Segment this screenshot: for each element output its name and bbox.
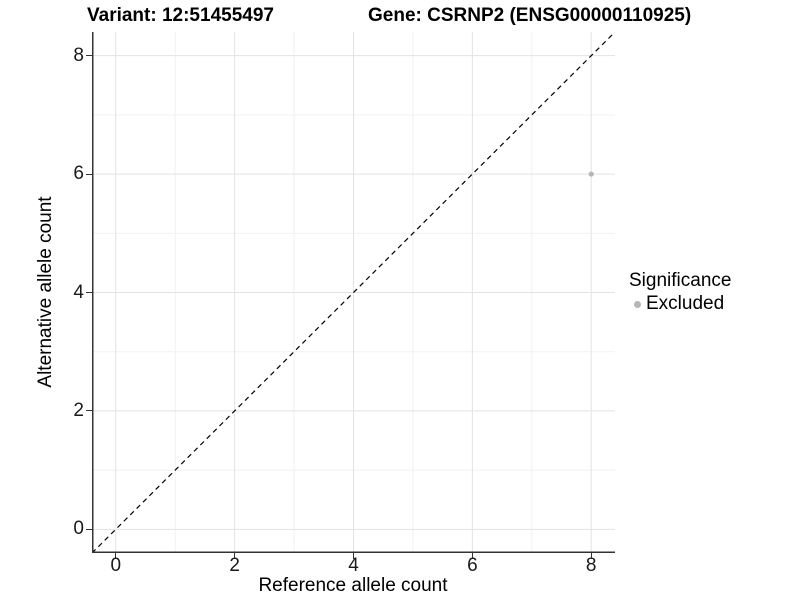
x-tick-mark (353, 553, 354, 559)
y-tick-label: 8 (73, 44, 84, 66)
legend-item-label: Excluded (646, 293, 725, 314)
legend: Significance Excluded (629, 269, 731, 315)
legend-item-excluded: Excluded (629, 293, 731, 315)
y-axis-title: Alternative allele count (35, 196, 56, 388)
x-tick-mark (234, 553, 236, 559)
y-tick-mark (86, 528, 92, 530)
plot-title-gene: Gene: CSRNP2 (ENSG00000110925) (368, 5, 692, 26)
x-tick-mark (471, 553, 473, 559)
plot-canvas (92, 32, 615, 553)
y-tick-label: 6 (73, 163, 84, 185)
x-axis-title: Reference allele count (258, 575, 448, 596)
y-tick-label: 0 (73, 518, 84, 540)
plot-title-variant: Variant: 12:51455497 (87, 5, 274, 26)
y-tick-mark (86, 173, 92, 175)
legend-point-icon (634, 300, 641, 308)
x-tick-label: 4 (348, 555, 359, 576)
identity-reference-line (92, 32, 615, 553)
x-tick-label: 8 (585, 555, 597, 576)
x-tick-mark (590, 553, 592, 559)
x-tick-label: 0 (110, 555, 122, 576)
x-tick-label: 2 (229, 555, 240, 576)
plot-panel (92, 32, 615, 553)
legend-title: Significance (629, 270, 732, 291)
data-point (588, 171, 594, 177)
y-tick-mark (86, 410, 92, 412)
x-tick-mark (115, 553, 117, 559)
x-tick-label: 6 (467, 555, 478, 576)
y-tick-label: 2 (73, 399, 84, 421)
y-tick-mark (86, 55, 92, 57)
y-tick-label: 4 (73, 281, 84, 303)
y-tick-mark (86, 292, 92, 293)
